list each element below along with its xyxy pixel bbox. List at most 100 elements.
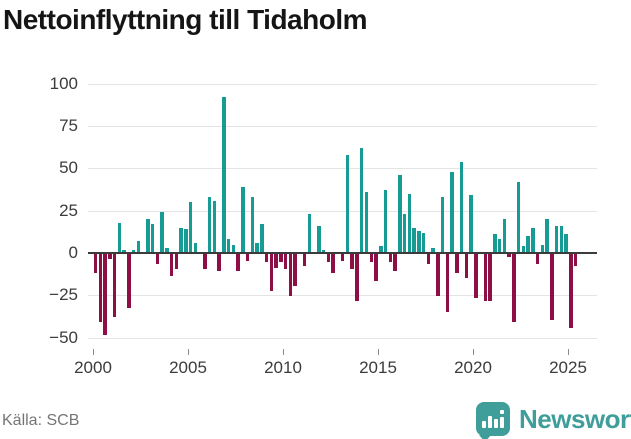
bar-2016Q2: [402, 214, 407, 253]
x-tick-2010: [283, 349, 284, 355]
bar-2023Q2: [535, 254, 540, 265]
bar-2004Q4: [184, 229, 188, 253]
gridline-50: [88, 168, 597, 169]
plot-area: 100 75 50 25 0 −25 −50 2000 2005 2010 2015 2020 2025: [49, 74, 597, 377]
bar-2002Q4: [146, 219, 150, 253]
bar-2005Q2: [193, 242, 198, 253]
bar-2024Q2: [554, 225, 559, 253]
bar-2021Q2: [497, 239, 502, 253]
bar-2014Q4: [374, 254, 378, 282]
bar-2006Q4: [222, 97, 226, 253]
brand-name: Newsworthy: [519, 403, 631, 434]
y-tick-label: 75: [59, 116, 78, 135]
chart-title: Nettoinflyttning till Tidaholm: [3, 4, 368, 35]
bar-2011Q2: [307, 214, 312, 253]
zero-axis-line: [88, 252, 597, 254]
bar-2018Q3: [445, 254, 450, 312]
bar-2000Q1: [93, 254, 98, 273]
bar-2021Q3: [502, 219, 507, 253]
bar-2002Q2: [136, 241, 141, 253]
bar-2016Q3: [407, 193, 411, 253]
bar-2016Q4: [412, 227, 416, 253]
bar-2006Q1: [207, 197, 212, 253]
y-tick-label: −50: [49, 328, 78, 347]
bar-2019Q3: [464, 254, 469, 278]
bar-2005Q1: [188, 202, 193, 253]
source-note: Källa: SCB: [2, 412, 80, 429]
bar-2009Q2: [269, 254, 274, 292]
x-tick-label: 2000: [74, 358, 112, 377]
bar-2012Q3: [331, 254, 335, 273]
bar-2023Q1: [531, 227, 535, 253]
x-tick-label: 2020: [454, 358, 492, 377]
bar-2000Q4: [108, 254, 112, 260]
gridline-−25: [88, 295, 597, 296]
y-tick-label: 50: [59, 158, 78, 177]
y-tick-label: 25: [59, 201, 78, 220]
bar-2022Q4: [526, 236, 530, 253]
bar-2018Q4: [450, 171, 454, 253]
bar-2002Q1: [131, 249, 136, 253]
bar-2009Q3: [274, 254, 278, 268]
bar-2006Q3: [217, 254, 221, 271]
bar-2001Q2: [117, 222, 122, 253]
bar-2010Q2: [288, 254, 293, 297]
gridline-75: [88, 126, 597, 127]
x-tick-2005: [188, 349, 189, 355]
x-tick-label: 2025: [549, 358, 587, 377]
y-tick-label: 100: [49, 74, 78, 93]
bar-2004Q1: [169, 254, 174, 276]
bar-2006Q2: [212, 200, 217, 253]
bar-2004Q3: [179, 227, 183, 253]
bar-2003Q4: [165, 247, 169, 253]
x-tick-label: 2010: [264, 358, 302, 377]
bar-2008Q1: [245, 254, 250, 261]
y-tick-label: 0: [68, 243, 78, 262]
bar-2007Q1: [226, 239, 231, 253]
bar-2009Q1: [264, 254, 269, 263]
bar-2017Q3: [426, 254, 431, 265]
bar-2018Q1: [436, 254, 440, 297]
bar-2001Q4: [127, 254, 131, 309]
bar-2025Q2: [573, 254, 578, 266]
bar-2023Q3: [540, 244, 545, 253]
bar-2020Q1: [474, 254, 478, 299]
bar-2015Q1: [379, 246, 383, 253]
bar-2024Q3: [559, 225, 564, 253]
bar-2017Q2: [421, 232, 426, 253]
bar-2015Q2: [383, 190, 388, 253]
bar-2019Q2: [459, 161, 464, 253]
bar-2015Q3: [388, 254, 392, 263]
bar-2017Q1: [417, 230, 421, 253]
bar-2014Q2: [364, 192, 369, 253]
bar-2013Q4: [355, 254, 359, 302]
bar-2015Q4: [393, 254, 397, 271]
bar-2001Q1: [112, 254, 117, 317]
bar-2018Q2: [440, 197, 445, 253]
bar-2019Q1: [455, 254, 459, 273]
bar-2014Q3: [369, 254, 373, 263]
bar-2010Q1: [283, 254, 288, 270]
bar-2014Q1: [359, 148, 364, 253]
bar-2010Q3: [293, 254, 297, 287]
newsworthy-logo: Newsworthy: [476, 400, 631, 439]
bar-2008Q3: [255, 242, 259, 253]
bar-2016Q1: [398, 175, 402, 253]
x-tick-2020: [473, 349, 474, 355]
bar-2017Q4: [431, 247, 435, 253]
bar-2013Q1: [340, 254, 345, 261]
x-tick-label: 2005: [169, 358, 207, 377]
bar-2019Q4: [469, 195, 473, 253]
bar-2024Q1: [550, 254, 554, 321]
gridline-25: [88, 211, 597, 212]
bar-2001Q3: [122, 249, 126, 253]
bar-2007Q3: [236, 254, 240, 271]
bar-2003Q3: [160, 212, 164, 253]
x-tick-2025: [568, 349, 569, 355]
bar-2011Q4: [317, 225, 321, 253]
bar-2012Q2: [326, 254, 331, 263]
x-tick-2015: [378, 349, 379, 355]
newsworthy-bars-icon: [476, 402, 510, 439]
x-tick-label: 2015: [359, 358, 397, 377]
